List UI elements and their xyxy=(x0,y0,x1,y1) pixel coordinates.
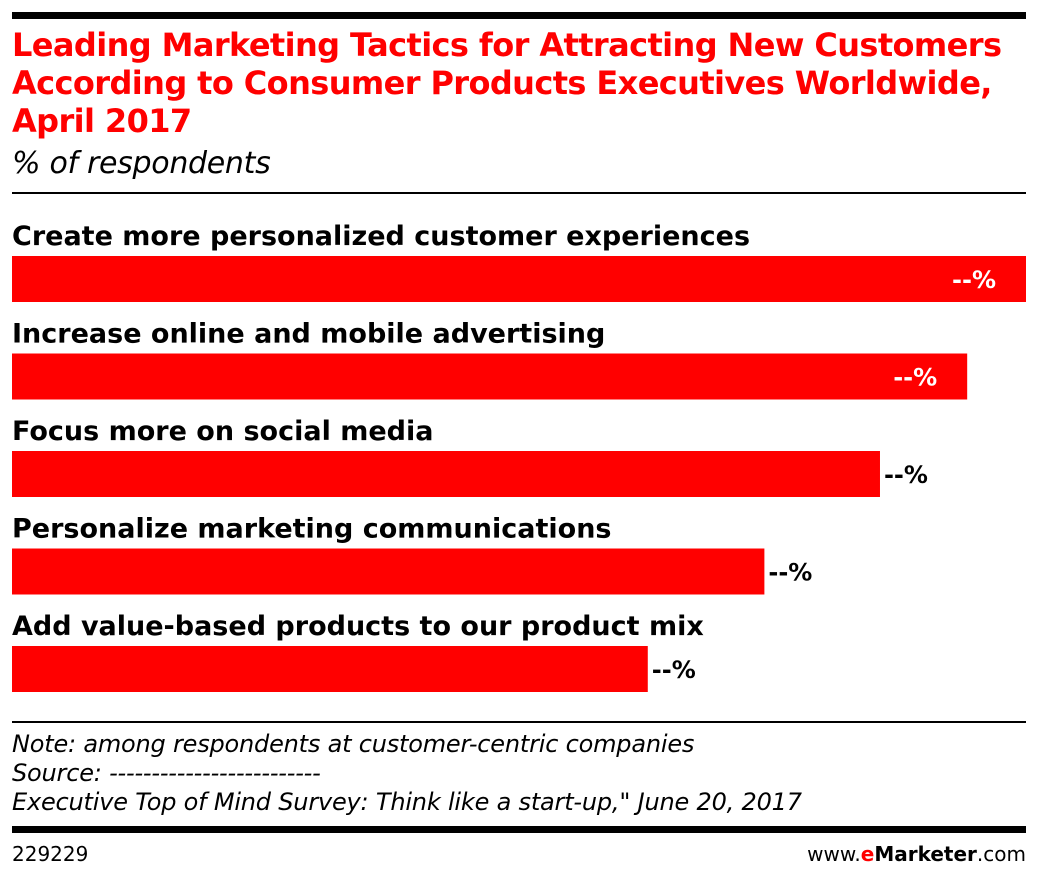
value-label: --% xyxy=(768,559,812,587)
category-label: Create more personalized customer experi… xyxy=(12,221,750,252)
top-rule xyxy=(12,12,1026,19)
value-label: --% xyxy=(893,364,937,392)
brand-e: e xyxy=(860,842,875,866)
source-text: Source: ------------------------- xyxy=(12,759,321,787)
brand-url: www.eMarketer.com xyxy=(807,842,1026,866)
category-label: Personalize marketing communications xyxy=(12,514,611,545)
chart-title: Leading Marketing Tactics for Attracting… xyxy=(12,26,1002,140)
value-label: --% xyxy=(884,461,928,489)
note-text: Note: among respondents at customer-cent… xyxy=(12,730,695,758)
chart-id: 229229 xyxy=(12,842,89,866)
chart-subtitle: % of respondents xyxy=(12,146,271,181)
bar xyxy=(12,256,1026,302)
bar xyxy=(12,548,765,595)
bar-chart: Create more personalized customer experi… xyxy=(12,221,1026,692)
source-detail-text: Executive Top of Mind Survey: Think like… xyxy=(12,788,802,816)
brand-name: Marketer xyxy=(874,842,977,866)
category-label: Increase online and mobile advertising xyxy=(12,319,605,350)
value-label: --% xyxy=(952,266,996,294)
brand-suffix: .com xyxy=(976,842,1026,866)
notes-divider xyxy=(12,721,1026,723)
value-label: --% xyxy=(652,656,696,684)
bar xyxy=(12,451,880,497)
header-divider xyxy=(12,192,1026,194)
category-label: Focus more on social media xyxy=(12,416,433,447)
brand-prefix: www. xyxy=(807,842,861,866)
category-label: Add value-based products to our product … xyxy=(12,611,704,642)
chart-notes: Note: among respondents at customer-cent… xyxy=(12,730,1022,817)
bottom-rule xyxy=(12,826,1026,833)
bar xyxy=(12,646,648,692)
bar xyxy=(12,353,968,400)
